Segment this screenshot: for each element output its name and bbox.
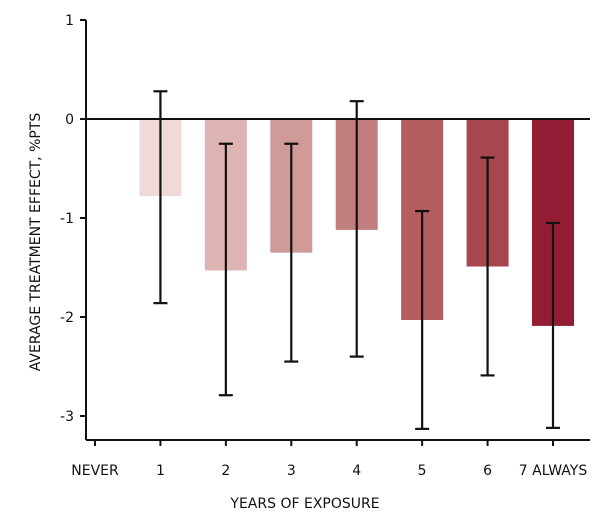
x-tick-label: 3 xyxy=(287,463,296,479)
y-tick-label: -3 xyxy=(60,409,74,425)
x-tick-label: 2 xyxy=(221,463,230,479)
y-tick-label: 0 xyxy=(65,112,74,128)
y-tick-label: -2 xyxy=(60,310,74,326)
x-axis-title: YEARS OF EXPOSURE xyxy=(229,496,379,512)
x-tick-label: 4 xyxy=(352,463,361,479)
x-tick-label: 6 xyxy=(483,463,492,479)
y-tick-label: 1 xyxy=(65,13,74,29)
x-tick-label: 5 xyxy=(418,463,427,479)
x-ticks-layer: NEVER 1 2 3 4 5 6 7 ALWAYS xyxy=(71,440,587,479)
error-bars-layer xyxy=(153,90,560,430)
y-tick-label: -1 xyxy=(60,211,74,227)
x-tick-label: 1 xyxy=(156,463,165,479)
x-tick-label: 7 ALWAYS xyxy=(519,463,588,479)
y-axis-title: AVERAGE TREATMENT EFFECT, %PTS xyxy=(28,113,44,372)
y-ticks-layer: 1 0 -1 -2 -3 xyxy=(60,13,86,425)
x-tick-label: NEVER xyxy=(71,463,119,479)
